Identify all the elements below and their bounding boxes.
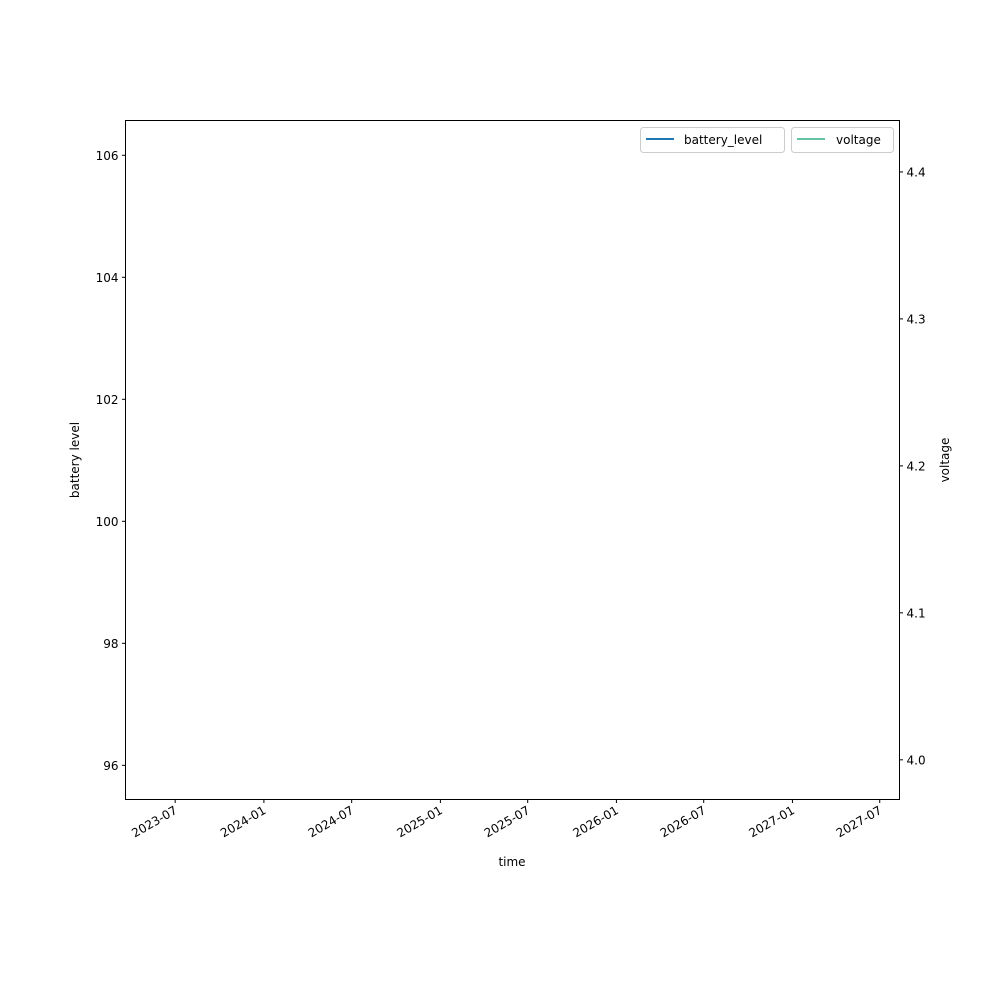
x-tick-label: 2026-01 bbox=[571, 803, 621, 840]
x-tick-label: 2027-01 bbox=[747, 803, 797, 840]
x-tick-label: 2025-07 bbox=[482, 803, 532, 840]
legend-left-axis: battery_level bbox=[640, 127, 785, 153]
y-axis-label: battery level bbox=[68, 422, 82, 498]
x-tick-label: 2023-07 bbox=[129, 803, 179, 840]
y-tick-label: 102 bbox=[96, 393, 119, 407]
x-tick-label: 2024-01 bbox=[218, 803, 268, 840]
x-axis-label: time bbox=[498, 855, 525, 869]
x-tick-label: 2026-07 bbox=[658, 803, 708, 840]
y2-tick-label: 4.4 bbox=[907, 165, 926, 179]
y-tick-label: 100 bbox=[96, 515, 119, 529]
y2-tick-label: 4.3 bbox=[907, 312, 926, 326]
legend-label-voltage: voltage bbox=[836, 133, 881, 147]
y2-tick-label: 4.2 bbox=[907, 459, 926, 473]
y-tick-label: 98 bbox=[103, 637, 118, 651]
legend-right-axis: voltage bbox=[791, 127, 894, 153]
y-tick-label: 104 bbox=[96, 271, 119, 285]
x-tick-label: 2024-07 bbox=[306, 803, 356, 840]
y2-tick-label: 4.1 bbox=[907, 606, 926, 620]
y2-axis-label: voltage bbox=[938, 438, 952, 483]
y2-tick-label: 4.0 bbox=[907, 753, 926, 767]
y-tick-label: 106 bbox=[96, 149, 119, 163]
x-tick-label: 2025-01 bbox=[394, 803, 444, 840]
legend-label-battery-level: battery_level bbox=[684, 133, 762, 147]
x-tick-label: 2027-07 bbox=[834, 803, 884, 840]
y-tick-label: 96 bbox=[103, 759, 118, 773]
plot-area bbox=[125, 120, 900, 800]
